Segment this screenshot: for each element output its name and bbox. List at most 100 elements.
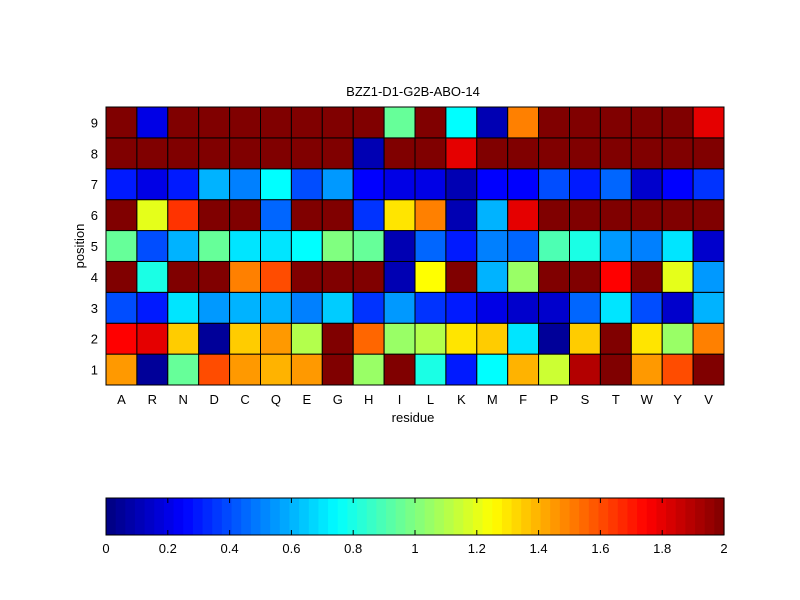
colorbar-segment [472,498,484,535]
colorbar-segment [704,498,715,535]
x-tick-label: R [148,392,157,407]
heatmap-cell [321,137,354,170]
colorbar-tick-label: 1.8 [653,541,671,556]
heatmap-cell [229,260,262,293]
heatmap-cell [476,322,509,355]
heatmap-cell [661,199,694,232]
heatmap-cell [661,322,694,355]
heatmap-cell [198,322,231,355]
heatmap-cell [414,106,447,139]
colorbar-segment [405,498,416,535]
heatmap-cell [105,106,138,139]
heatmap-cell [290,230,323,262]
colorbar-segment [231,498,242,535]
heatmap-cell [476,230,509,262]
colorbar-tick-label: 0.8 [344,541,362,556]
heatmap-cell [383,291,416,324]
heatmap-cell [692,168,725,201]
colorbar-segment [163,498,175,535]
heatmap-cell [630,106,663,139]
colorbar-segment [550,498,561,535]
x-tick-label: N [179,392,188,407]
heatmap-cell [198,137,231,170]
heatmap-cell [383,199,416,232]
colorbar-segment [511,498,522,535]
heatmap-cell [569,199,601,232]
heatmap-cell [136,230,169,262]
colorbar-segment [608,498,619,535]
x-tick-label: Q [271,392,281,407]
heatmap-cell [352,168,385,201]
heatmap-cell [321,353,354,386]
colorbar-segment [299,498,310,535]
colorbar-segment [192,498,204,535]
heatmap-cell [445,199,478,232]
x-tick-label: D [209,392,218,407]
heatmap-cell [445,291,478,324]
x-tick-label: H [364,392,373,407]
colorbar-segment [521,498,532,535]
heatmap-cell [229,137,262,170]
x-tick-label: E [303,392,312,407]
heatmap-cell [167,106,200,139]
colorbar-tick-label: 1.2 [468,541,486,556]
x-tick-label: A [117,392,126,407]
colorbar-segment [579,498,590,535]
heatmap-cell [229,291,262,324]
heatmap-cell [414,168,447,201]
heatmap-cell [414,230,447,262]
heatmap-cell [599,353,632,386]
colorbar-segment [347,498,358,535]
heatmap-cell [692,291,725,324]
heatmap-cell [661,353,694,386]
colorbar-segment [106,498,117,535]
heatmap-cell [507,106,540,139]
colorbar-segment [588,498,600,535]
colorbar [106,498,725,535]
heatmap-cell [321,199,354,232]
heatmap-cell [290,322,323,355]
heatmap-cell [599,106,632,139]
heatmap-cell [229,106,262,139]
heatmap-cell [136,199,169,232]
y-tick-label: 2 [91,332,98,347]
heatmap-cell [507,199,540,232]
heatmap-cell [414,199,447,232]
colorbar-segment [366,498,377,535]
heatmap-cell [260,199,292,232]
heatmap-cell [507,291,540,324]
heatmap-cell [167,168,200,201]
heatmap-cell [538,230,570,262]
x-tick-label: V [704,392,713,407]
heatmap-cell [136,260,169,293]
heatmap-cell [414,322,447,355]
heatmap-cell [692,260,725,293]
heatmap-cell [229,168,262,201]
heatmap-cell [198,199,231,232]
heatmap-cell [229,199,262,232]
heatmap-cell [630,353,663,386]
colorbar-segment [328,498,339,535]
heatmap-cell [538,137,570,170]
y-tick-label: 9 [91,115,98,130]
heatmap-cell [383,168,416,201]
colorbar-segment [241,498,252,535]
heatmap-cell [599,322,632,355]
colorbar-tick-label: 0.4 [221,541,239,556]
heatmap-cell [599,260,632,293]
colorbar-segment [666,498,677,535]
chart-title: BZZ1-D1-G2B-ABO-14 [346,84,480,99]
colorbar-segment [357,498,368,535]
heatmap-cell [167,260,200,293]
heatmap-cell [414,291,447,324]
heatmap-cell [383,322,416,355]
colorbar-segment [463,498,474,535]
y-tick-label: 5 [91,239,98,254]
colorbar-segment [685,498,696,535]
colorbar-segment [443,498,455,535]
heatmap-cell [321,291,354,324]
colorbar-segment [134,498,146,535]
heatmap-cell [630,137,663,170]
x-tick-label: P [550,392,559,407]
heatmap-cell [661,291,694,324]
